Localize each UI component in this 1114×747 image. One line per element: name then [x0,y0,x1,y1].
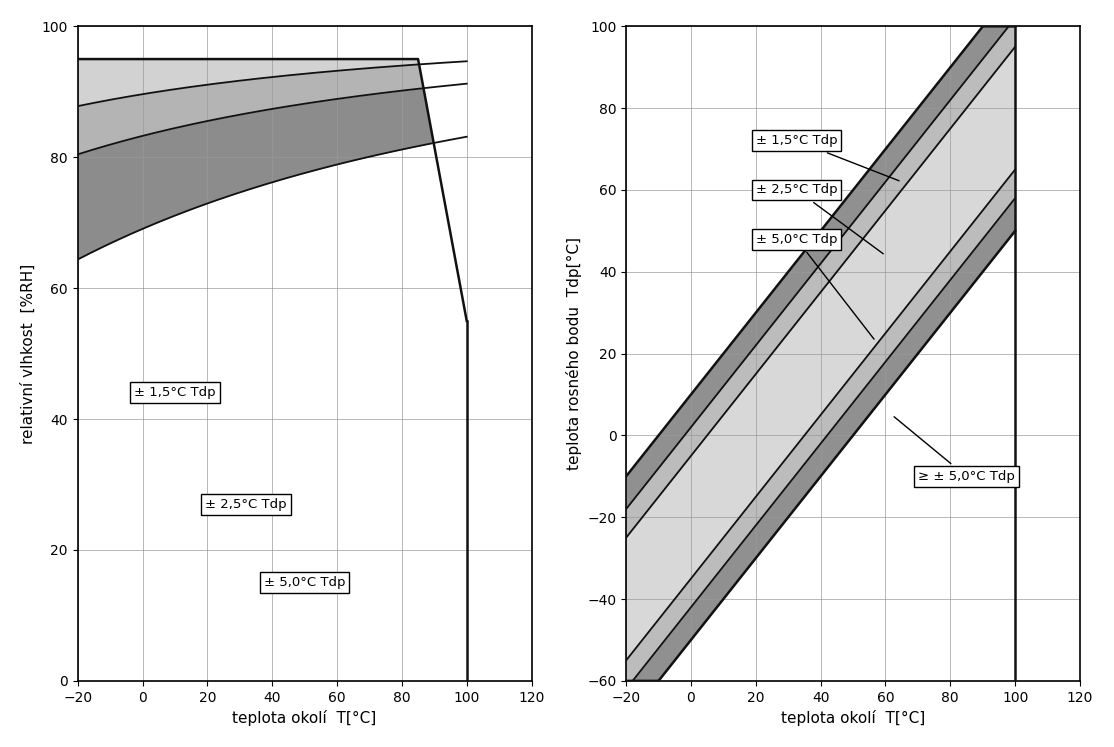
X-axis label: teplota okolí  T[°C]: teplota okolí T[°C] [781,710,925,726]
Text: ± 2,5°C Tdp: ± 2,5°C Tdp [755,184,883,254]
Text: ± 1,5°C Tdp: ± 1,5°C Tdp [755,134,899,181]
Text: ≥ ± 5,0°C Tdp: ≥ ± 5,0°C Tdp [895,417,1015,483]
X-axis label: teplota okolí  T[°C]: teplota okolí T[°C] [233,710,377,726]
Text: ± 1,5°C Tdp: ± 1,5°C Tdp [134,386,216,400]
Text: ± 5,0°C Tdp: ± 5,0°C Tdp [264,576,345,589]
Text: ± 5,0°C Tdp: ± 5,0°C Tdp [755,232,874,339]
Y-axis label: teplota rosného bodu  Tdp[°C]: teplota rosného bodu Tdp[°C] [566,237,582,470]
Y-axis label: relativní vlhkost  [%RH]: relativní vlhkost [%RH] [21,264,36,444]
Text: ± 2,5°C Tdp: ± 2,5°C Tdp [205,498,287,511]
